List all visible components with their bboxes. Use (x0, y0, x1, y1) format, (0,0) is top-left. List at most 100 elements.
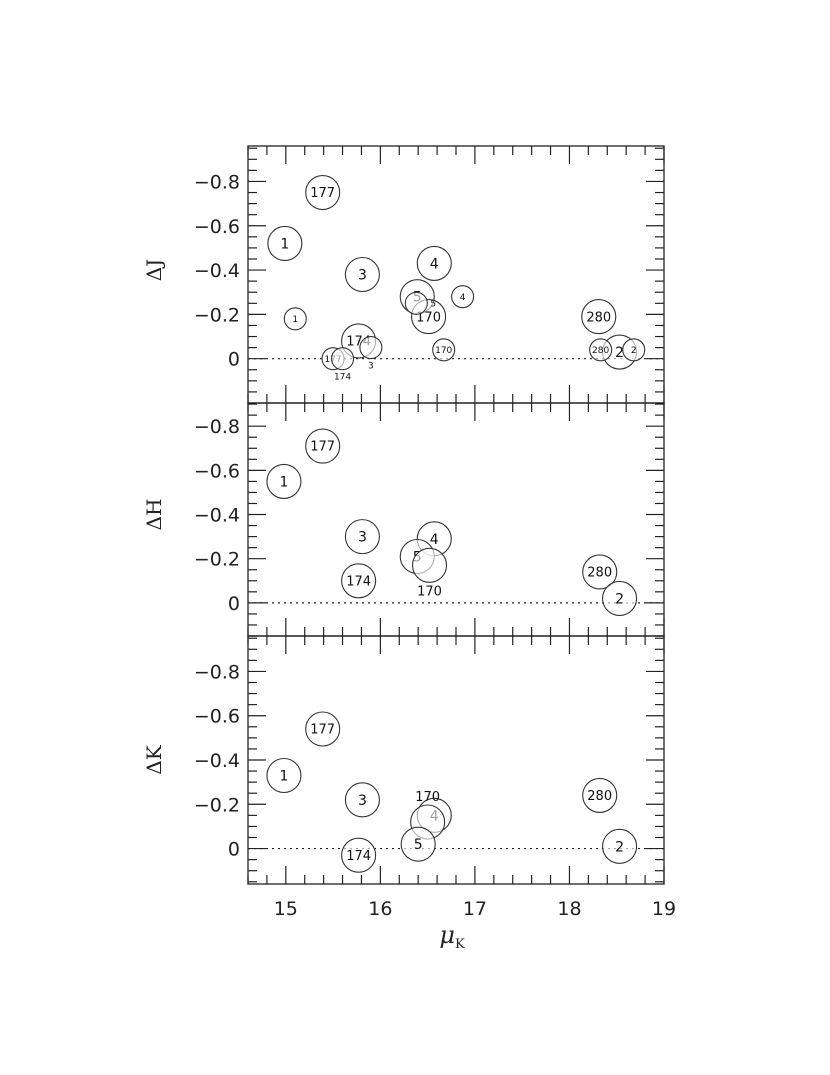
data-point: 174 (341, 837, 377, 873)
point-circle (582, 777, 618, 813)
data-point: 2 (602, 828, 638, 864)
y-tick-label: 0 (228, 349, 240, 371)
data-point: 3 (344, 519, 380, 555)
data-point: 4 (416, 245, 452, 281)
data-point: 177 (305, 174, 341, 211)
data-point: 5 (400, 826, 436, 862)
point-circle (266, 757, 302, 794)
data-point: 1 (267, 225, 303, 262)
data-point: 1 (266, 463, 302, 499)
point-label: 3 (358, 530, 367, 546)
x-tick-label: 16 (368, 898, 392, 920)
y-tick-label: −0.2 (194, 794, 240, 816)
y-axis-label: ΔJ (142, 259, 166, 281)
point-label: 174 (334, 372, 351, 382)
point-label: 280 (586, 310, 611, 325)
y-tick-label: −0.2 (194, 304, 240, 326)
point-circle (283, 307, 307, 331)
point-label: 174 (346, 574, 371, 589)
panel-0: −0.8−0.6−0.4−0.20ΔJ177134517017428021543… (142, 145, 665, 404)
point-label: 3 (358, 268, 367, 284)
point-label: 2 (615, 345, 624, 361)
point-circle (416, 245, 452, 281)
point-label: 280 (587, 789, 612, 804)
point-circle (602, 580, 638, 617)
point-circle (341, 837, 377, 873)
point-circle (305, 428, 341, 464)
data-point: 280 (582, 554, 618, 590)
point-circle (341, 563, 377, 599)
point-circle (344, 782, 380, 818)
y-tick-label: −0.2 (194, 549, 240, 571)
point-circle (451, 285, 475, 309)
data-point: 170 (411, 547, 448, 600)
point-label: 1 (279, 474, 288, 490)
point-label: 174 (346, 849, 371, 864)
point-label: 4 (460, 293, 466, 303)
panel-2: −0.8−0.6−0.4−0.20ΔK17713417051742802 (142, 635, 665, 885)
point-label: 280 (587, 566, 612, 581)
data-point: 3 (344, 256, 380, 293)
data-point: 4 (451, 285, 475, 309)
y-tick-label: 0 (228, 593, 240, 615)
point-label: 4 (430, 256, 439, 272)
point-circle (404, 291, 428, 315)
point-label: 3 (358, 793, 367, 809)
y-tick-label: −0.4 (194, 750, 240, 772)
data-point: 280 (581, 299, 617, 335)
data-point: 174 (341, 563, 377, 599)
data-point: 2 (622, 338, 646, 362)
point-circle (400, 826, 436, 862)
y-axis-label: ΔK (142, 744, 166, 774)
point-circle (581, 299, 617, 335)
point-circle (305, 174, 341, 211)
data-point: 170 (432, 338, 456, 362)
point-label: 3 (368, 361, 374, 371)
point-circle (432, 338, 456, 362)
point-label: 170 (417, 585, 442, 600)
point-circle (359, 336, 383, 360)
data-point: 1 (266, 757, 302, 794)
point-circle (589, 338, 613, 362)
panel-1: −0.8−0.6−0.4−0.20ΔH17713451701742802 (142, 402, 665, 637)
data-point: 2 (602, 580, 638, 617)
point-label: 5 (430, 300, 436, 310)
point-label: 1 (279, 769, 288, 785)
data-point: 3 (359, 336, 383, 371)
data-point: 174 (330, 347, 355, 382)
point-label: 5 (414, 837, 423, 853)
data-point: 280 (589, 338, 613, 362)
y-tick-label: −0.4 (194, 505, 240, 527)
point-label: 4 (430, 532, 439, 548)
point-circle (266, 463, 302, 499)
y-tick-label: −0.8 (194, 171, 240, 193)
data-point: 3 (344, 782, 380, 818)
point-label: 177 (310, 186, 335, 201)
data-point: 5 (404, 291, 436, 315)
panel-frame (247, 635, 665, 885)
y-tick-label: −0.4 (194, 260, 240, 282)
point-label: 170 (415, 790, 440, 805)
point-label: 177 (310, 723, 335, 738)
x-tick-label: 18 (557, 898, 581, 920)
point-circle (267, 225, 303, 262)
point-circle (330, 347, 355, 371)
data-point: 177 (305, 428, 341, 464)
x-tick-label: 19 (652, 898, 676, 920)
data-point: 280 (582, 777, 618, 813)
point-circle (411, 547, 448, 583)
y-axis-label: ΔH (142, 499, 166, 531)
y-tick-label: 0 (228, 839, 240, 861)
point-circle (344, 256, 380, 293)
point-label: 2 (631, 346, 637, 356)
y-tick-label: −0.6 (194, 706, 240, 728)
data-point: 177 (305, 711, 341, 747)
point-label: 2 (615, 839, 624, 855)
point-circle (305, 711, 341, 747)
point-label: 1 (292, 315, 298, 325)
point-circle (582, 554, 618, 590)
point-label: 2 (615, 591, 624, 607)
point-circle (622, 338, 646, 362)
y-tick-label: −0.8 (194, 661, 240, 683)
